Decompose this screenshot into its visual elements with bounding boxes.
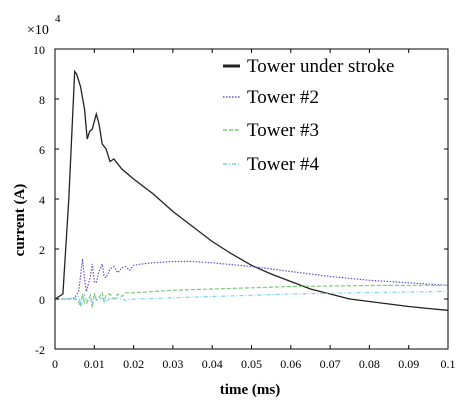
x-tick-label: 0.08: [359, 357, 380, 371]
y-axis-title: current (A): [12, 184, 28, 257]
y-multiplier-base: ×10: [27, 23, 49, 38]
legend-label-tower-under-stroke: Tower under stroke: [247, 56, 394, 77]
legend: Tower under stroke Tower #2 Tower #3 Tower …: [223, 56, 394, 175]
legend-label-tower-4: Tower #4: [247, 154, 320, 175]
y-tick-label: 10: [33, 43, 45, 57]
y-tick-label: 4: [39, 193, 45, 207]
x-axis-title: time (ms): [220, 382, 280, 398]
x-tick-label: 0.02: [123, 357, 144, 371]
series-layer: [54, 69, 449, 311]
series-line-tower-3: [55, 284, 448, 309]
x-tick-label: 0: [52, 357, 58, 371]
y-axis-multiplier: ×10 4: [27, 13, 61, 38]
y-tick-label: 8: [39, 93, 45, 107]
legend-label-tower-3: Tower #3: [247, 120, 319, 141]
x-tick-label: 0.06: [280, 357, 301, 371]
y-tick-label: 2: [39, 243, 45, 257]
y-multiplier-exponent: 4: [55, 13, 61, 25]
series-line-tower-under-stroke: [54, 69, 449, 311]
x-axis-ticks: 0 0.01 0.02 0.03 0.04 0.05 0.06 0.07 0.08 0.09 0.1: [52, 49, 456, 371]
x-tick-label: 0.07: [320, 357, 341, 371]
series-line-tower-4: [55, 290, 449, 305]
y-tick-label: -2: [35, 343, 45, 357]
legend-label-tower-2: Tower #2: [247, 87, 319, 108]
y-tick-label: 6: [39, 143, 45, 157]
x-tick-label: 0.1: [441, 357, 456, 371]
x-tick-label: 0.03: [162, 357, 183, 371]
y-tick-label: 0: [39, 293, 45, 307]
x-tick-label: 0.04: [202, 357, 223, 371]
y-axis-ticks: -2 0 2 4 6 8 10: [33, 43, 448, 357]
x-tick-label: 0.09: [398, 357, 419, 371]
x-tick-label: 0.01: [84, 357, 105, 371]
series-line-tower-2: [55, 258, 449, 300]
x-tick-label: 0.05: [241, 357, 262, 371]
